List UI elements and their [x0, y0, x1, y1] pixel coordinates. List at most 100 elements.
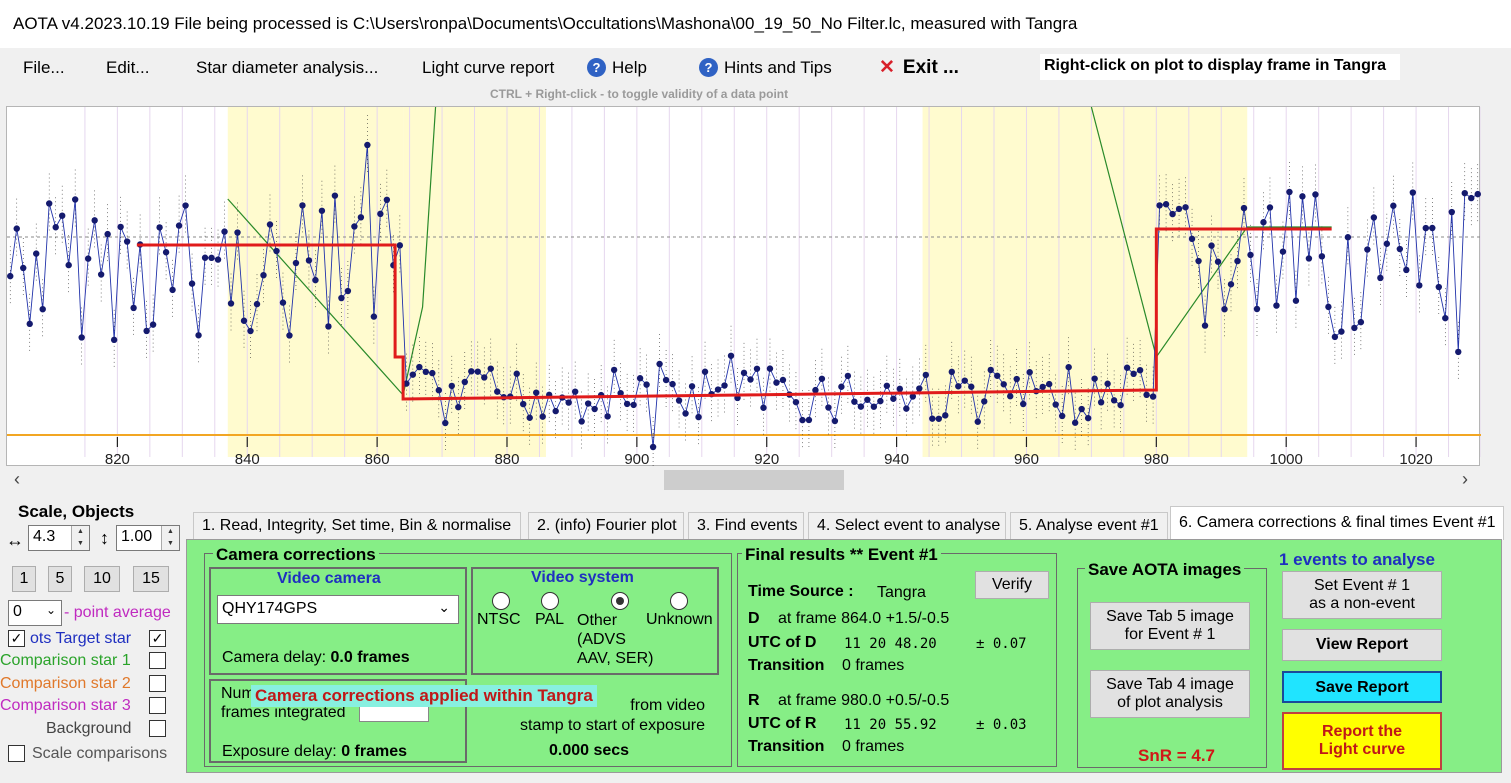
view-report-button[interactable]: View Report [1282, 629, 1442, 661]
scroll-thumb[interactable] [664, 470, 844, 490]
menu-star-diameter[interactable]: Star diameter analysis... [196, 58, 379, 77]
utc-r-label: UTC of R [748, 715, 817, 732]
scale-button-15[interactable]: 15 [133, 566, 169, 592]
spinner-arrows-icon[interactable]: ▲ ▼ [161, 526, 179, 550]
plots-checkbox[interactable]: ✓ [8, 630, 25, 647]
data-point [565, 399, 572, 406]
verify-button[interactable]: Verify [975, 571, 1049, 599]
data-point [318, 207, 326, 214]
save-tab4-button[interactable]: Save Tab 4 image of plot analysis [1090, 670, 1250, 718]
data-point [1344, 234, 1352, 241]
tab-analyse-event[interactable]: 5. Analyse event #1 [1010, 512, 1168, 539]
data-point [552, 407, 559, 415]
menu-edit[interactable]: Edit... [106, 58, 150, 77]
menu-exit[interactable]: ✕ Exit ... [879, 56, 959, 79]
light-curve-svg[interactable]: 820 840 860 880 900 920 940 960 980 1000 1020 [7, 107, 1481, 467]
x-tick-label: 900 [624, 451, 649, 467]
scale-button-10[interactable]: 10 [84, 566, 120, 592]
scale-comparisons-checkbox[interactable] [8, 745, 25, 762]
data-point [1195, 257, 1202, 265]
radio-other[interactable] [611, 592, 629, 610]
radio-ntsc[interactable] [492, 592, 510, 610]
report-light-curve-button[interactable]: Report the Light curve [1282, 712, 1442, 770]
tab-select-event[interactable]: 4. Select event to analyse [808, 512, 1006, 539]
data-point [805, 416, 813, 424]
data-point [792, 398, 800, 406]
data-point [1020, 400, 1027, 408]
target-star-checkbox[interactable]: ✓ [149, 630, 166, 647]
data-point [494, 388, 501, 395]
menu-help[interactable]: ? Help [587, 58, 647, 78]
data-point [468, 368, 475, 375]
data-point [903, 405, 910, 412]
tab-read-integrity[interactable]: 1. Read, Integrity, Set time, Bin & norm… [193, 512, 521, 539]
data-point [422, 368, 430, 376]
camera-corrections-group [204, 553, 732, 767]
data-point [1117, 401, 1124, 409]
data-point [1123, 364, 1131, 371]
data-point [1338, 328, 1345, 335]
data-point [721, 382, 728, 389]
r-label: R [748, 692, 760, 709]
data-point [961, 377, 968, 384]
data-point [675, 397, 683, 404]
set-non-event-button[interactable]: Set Event # 1 as a non-event [1282, 571, 1442, 619]
comparison-star-3-checkbox[interactable] [149, 697, 166, 714]
scale-button-5[interactable]: 5 [48, 566, 72, 592]
scroll-left-icon[interactable]: ‹ [14, 469, 20, 489]
data-point [623, 400, 631, 408]
data-point [461, 378, 468, 386]
spinner-arrows-icon[interactable]: ▲ ▼ [71, 526, 89, 550]
comparison-star-2-checkbox[interactable] [149, 675, 166, 692]
camera-delay-label: Camera delay: 0.0 frames [222, 649, 410, 667]
data-point [1149, 393, 1157, 400]
data-point [994, 372, 1001, 379]
data-point [1247, 251, 1254, 259]
data-point [13, 225, 20, 232]
menu-light-curve-report[interactable]: Light curve report [422, 58, 555, 77]
plot-scrollbar[interactable]: ‹ › [6, 466, 1480, 494]
tab-find-events[interactable]: 3. Find events [688, 512, 804, 539]
help-icon: ? [699, 58, 718, 77]
scroll-right-icon[interactable]: › [1462, 469, 1468, 489]
scale-button-1[interactable]: 1 [12, 566, 36, 592]
save-report-button[interactable]: Save Report [1282, 671, 1442, 703]
radio-pal[interactable] [541, 592, 559, 610]
background-checkbox[interactable] [149, 720, 166, 737]
data-point [383, 196, 391, 204]
data-point [604, 413, 611, 420]
x-tick-label: 880 [494, 451, 519, 467]
data-point [727, 352, 735, 359]
h-scale-spinner[interactable]: 4.3 ▲ ▼ [28, 525, 90, 551]
data-point [1396, 245, 1404, 253]
point-average-select[interactable]: 0 ⌄ [8, 600, 62, 626]
data-point [877, 397, 884, 405]
camera-select[interactable]: QHY174GPS ⌄ [217, 595, 459, 624]
v-scale-spinner[interactable]: 1.00 ▲ ▼ [116, 525, 180, 551]
radio-unknown[interactable] [670, 592, 688, 610]
title-bar: AOTA v4.2023.10.19 File being processed … [0, 0, 1511, 48]
comparison-star-1-checkbox[interactable] [149, 652, 166, 669]
data-point [33, 250, 40, 257]
data-point [857, 403, 865, 410]
ntsc-label: NTSC [477, 611, 521, 628]
tab-fourier-plot[interactable]: 2. (info) Fourier plot [528, 512, 684, 539]
tab-camera-corrections[interactable]: 6. Camera corrections & final times Even… [1170, 506, 1504, 540]
data-point [1045, 380, 1053, 388]
data-point [377, 210, 384, 218]
camera-corrections-title: Camera corrections [213, 545, 379, 565]
data-point [162, 249, 170, 256]
data-point [571, 388, 579, 395]
shaded-region [1156, 107, 1248, 457]
menu-file[interactable]: File... [23, 58, 65, 77]
data-point [188, 280, 196, 287]
data-point [325, 323, 332, 330]
data-point [701, 368, 709, 375]
data-point [1007, 393, 1014, 400]
data-point [740, 369, 748, 377]
data-point [779, 376, 787, 384]
save-tab5-button[interactable]: Save Tab 5 image for Event # 1 [1090, 602, 1250, 650]
light-curve-plot[interactable]: 820 840 860 880 900 920 940 960 980 1000 1020 [6, 106, 1481, 467]
data-point [812, 386, 819, 394]
menu-hints[interactable]: ? Hints and Tips [699, 58, 832, 78]
